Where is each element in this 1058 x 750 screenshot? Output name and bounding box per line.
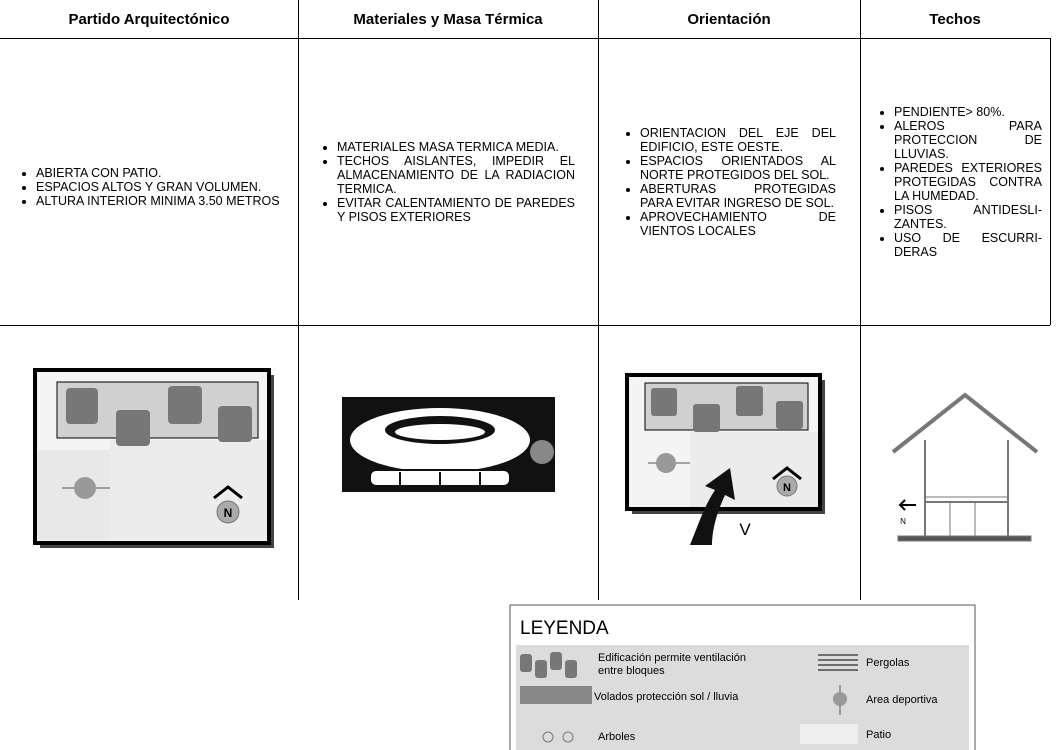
north-label: N	[900, 517, 906, 526]
north-label: N	[224, 506, 233, 520]
bullet-item: ABERTURAS PROTEGIDAS PARA EVITAR INGRESO…	[640, 182, 836, 210]
legend-label: Area deportiva	[866, 694, 938, 706]
list: PENDIENTE> 80%.ALEROS PARA PROTECCION DE…	[862, 105, 1042, 259]
rule	[1050, 38, 1051, 325]
header: Partido Arquitectónico	[68, 10, 230, 28]
bullet-item: PAREDES EXTERIORES PROTEGIDAS CONTRA LA …	[894, 161, 1042, 203]
cell: ORIENTACION DEL EJE DEL EDIFICIO, ESTE O…	[600, 38, 836, 325]
legend-label: Arboles	[598, 731, 636, 743]
rule	[0, 38, 1050, 39]
legend: LEYENDA Edificación permite ventilación e…	[509, 604, 976, 750]
bullet-item: ABIERTA CON PATIO.	[36, 166, 280, 180]
legend-title: LEYENDA	[520, 618, 609, 639]
header: Techos	[929, 10, 981, 28]
legend-label: Volados protección sol / lluvia	[594, 691, 739, 703]
bullet-item: ALTURA INTERIOR MINIMA 3.50 METROS	[36, 194, 280, 208]
bullet-item: ORIENTACION DEL EJE DEL EDIFICIO, ESTE O…	[640, 126, 836, 154]
bullet-item: ESPACIOS ORIENTADOS AL NORTE PROTEGIDOS …	[640, 154, 836, 182]
techos-diagram: N	[891, 392, 1039, 542]
bullet-item: TECHOS AISLANTES, IMPEDIR EL ALMACENAMIE…	[337, 154, 575, 196]
rule	[598, 0, 599, 600]
bullet-item: ESPACIOS ALTOS Y GRAN VOLUMEN.	[36, 180, 280, 194]
legend-label: Patio	[866, 729, 891, 741]
orientacion-diagram: N V	[625, 373, 825, 545]
header: Orientación	[687, 10, 771, 28]
bullet-item: USO DE ESCURRI-DERAS	[894, 231, 1042, 259]
list: MATERIALES MASA TERMICA MEDIA.TECHOS AIS…	[300, 140, 575, 224]
bullet-item: ALEROS PARA PROTECCION DE LLUVIAS.	[894, 119, 1042, 161]
list: ORIENTACION DEL EJE DEL EDIFICIO, ESTE O…	[600, 126, 836, 238]
header: Materiales y Masa Térmica	[353, 10, 543, 28]
bullet-item: PENDIENTE> 80%.	[894, 105, 1042, 119]
list: ABIERTA CON PATIO.ESPACIOS ALTOS Y GRAN …	[0, 166, 280, 208]
cell: ABIERTA CON PATIO.ESPACIOS ALTOS Y GRAN …	[0, 38, 280, 325]
legend-label: Edificación permite ventilación entre blo…	[598, 652, 746, 677]
partido-diagram: N	[33, 368, 274, 548]
wind-label: V	[739, 520, 751, 539]
north-label: N	[783, 482, 791, 494]
rule	[298, 0, 299, 600]
cell: PENDIENTE> 80%.ALEROS PARA PROTECCION DE…	[862, 38, 1042, 325]
bullet-item: APROVECHAMIENTO DE VIENTOS LOCALES	[640, 210, 836, 238]
masa-diagram	[342, 397, 555, 492]
bullet-item: EVITAR CALENTAMIENTO DE PAREDES Y PISOS …	[337, 196, 575, 224]
cell: MATERIALES MASA TERMICA MEDIA.TECHOS AIS…	[300, 38, 575, 325]
legend-label: Pergolas	[866, 657, 910, 669]
rule	[0, 325, 1050, 326]
bullet-item: PISOS ANTIDESLI-ZANTES.	[894, 203, 1042, 231]
bullet-item: MATERIALES MASA TERMICA MEDIA.	[337, 140, 575, 154]
rule	[860, 0, 861, 600]
